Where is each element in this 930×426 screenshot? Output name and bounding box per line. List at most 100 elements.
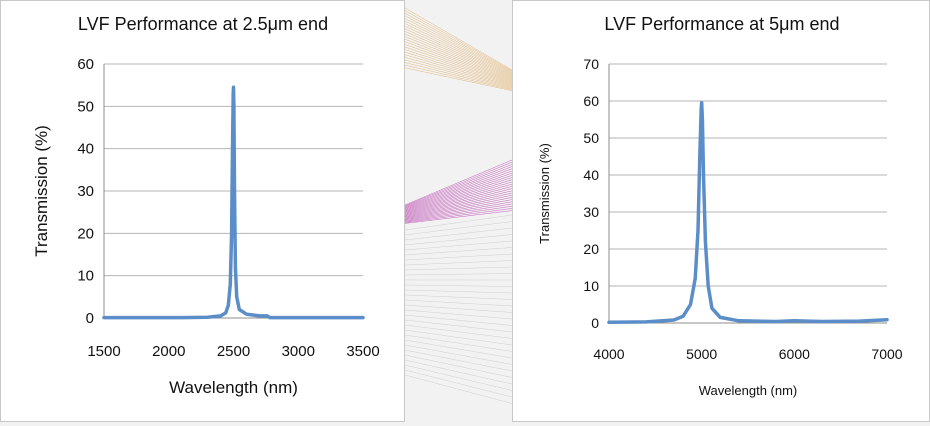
decor-line	[405, 299, 512, 307]
decor-line	[405, 194, 512, 219]
decor-line	[405, 188, 512, 216]
decor-line	[405, 304, 512, 313]
decor-line	[405, 10, 512, 72]
decorative-lines	[405, 7, 512, 404]
decor-line	[405, 159, 512, 206]
decor-line	[405, 15, 512, 73]
decor-line	[405, 247, 512, 256]
decor-line	[405, 289, 512, 294]
x-tick-label: 6000	[779, 346, 810, 362]
x-tick-label: 1500	[87, 343, 120, 360]
decor-line	[405, 273, 512, 276]
x-tick-label: 7000	[871, 346, 902, 362]
decor-line	[405, 164, 512, 207]
y-tick-label: 30	[77, 183, 94, 200]
y-axis-label: Transmission (%)	[32, 125, 51, 257]
decor-line	[405, 51, 512, 86]
decor-line	[405, 319, 512, 333]
decor-line	[405, 170, 512, 210]
decor-line	[405, 166, 512, 208]
x-axis-label: Wavelength (nm)	[169, 378, 298, 397]
y-tick-label: 0	[591, 315, 599, 331]
decor-line	[405, 179, 512, 213]
decor-line	[405, 33, 512, 80]
x-tick-label: 4000	[593, 346, 624, 362]
chart-panel-left: 0 10 20 30 40 50 60 1500 2000 2500 3000 3500 LVF Per…	[0, 0, 405, 422]
decor-line	[405, 359, 512, 385]
y-tick-label: 30	[583, 204, 599, 220]
y-tick-label: 20	[77, 225, 94, 242]
x-tick-label: 3000	[282, 343, 315, 360]
y-tick-label: 10	[77, 268, 94, 285]
y-tick-label: 10	[583, 278, 599, 294]
chart-left: 0 10 20 30 40 50 60 1500 2000 2500 3000 3500 LVF Per…	[32, 14, 380, 397]
decor-line	[405, 208, 512, 223]
decor-line	[405, 284, 512, 287]
decor-line	[405, 49, 512, 85]
y-axis-label: Transmission (%)	[537, 143, 552, 244]
chart-right: 0 10 20 30 40 50 60 70 4000 5000 6000 7000 LVF Perfo…	[537, 14, 903, 398]
decor-line	[405, 38, 512, 82]
y-tick-label: 0	[86, 310, 94, 327]
decor-line	[405, 62, 512, 90]
decor-line	[405, 309, 512, 320]
decor-line	[405, 240, 512, 251]
decor-line	[405, 374, 512, 404]
decor-line	[405, 199, 512, 220]
decor-line	[405, 339, 512, 359]
decor-line	[405, 161, 512, 207]
decor-line	[405, 266, 512, 271]
chart-title: LVF Performance at 2.5μm end	[78, 14, 328, 34]
decor-line	[405, 25, 512, 77]
chart-title: LVF Performance at 5μm end	[604, 14, 839, 34]
x-tick-label: 2500	[217, 343, 250, 360]
decor-line	[405, 64, 512, 91]
decor-line	[405, 186, 512, 215]
chart-panel-right: 0 10 20 30 40 50 60 70 4000 5000 6000 7000 LVF Perfo…	[512, 0, 930, 422]
decor-line	[405, 181, 512, 214]
decor-line	[405, 214, 512, 231]
decor-line	[405, 294, 512, 300]
decor-line	[405, 23, 512, 76]
decor-line	[405, 18, 512, 74]
decor-line	[405, 44, 512, 83]
decor-line	[405, 260, 512, 266]
decor-line	[405, 12, 512, 73]
decor-line	[405, 67, 512, 91]
decor-line	[405, 227, 512, 241]
y-tick-label: 50	[77, 98, 94, 115]
decor-line	[405, 192, 512, 218]
decor-line	[405, 205, 512, 223]
decor-line	[405, 314, 512, 326]
decor-line	[405, 36, 512, 81]
decor-line	[405, 221, 512, 236]
decor-line	[405, 175, 512, 211]
decor-line	[405, 201, 512, 221]
decor-line	[405, 334, 512, 352]
decor-line	[405, 168, 512, 209]
decor-line	[405, 329, 512, 346]
series-line	[607, 101, 889, 325]
x-tick-label: 5000	[686, 346, 717, 362]
decor-line	[405, 41, 512, 82]
series-line	[102, 85, 365, 320]
decor-line	[405, 28, 512, 78]
decor-line	[405, 364, 512, 391]
y-tick-label: 60	[583, 93, 599, 109]
decor-line	[405, 369, 512, 398]
decor-line	[405, 253, 512, 261]
decor-line	[405, 354, 512, 378]
decor-line	[405, 54, 512, 87]
decor-line	[405, 234, 512, 246]
decor-line	[405, 59, 512, 89]
x-tick-label: 3500	[346, 343, 379, 360]
decor-line	[405, 210, 512, 224]
decor-line	[405, 177, 512, 212]
decor-line	[405, 57, 512, 88]
decor-line	[405, 172, 512, 211]
y-tick-label: 20	[583, 241, 599, 257]
y-tick-label: 50	[583, 130, 599, 146]
decor-line	[405, 190, 512, 217]
decor-line	[405, 349, 512, 372]
decor-line	[405, 183, 512, 215]
